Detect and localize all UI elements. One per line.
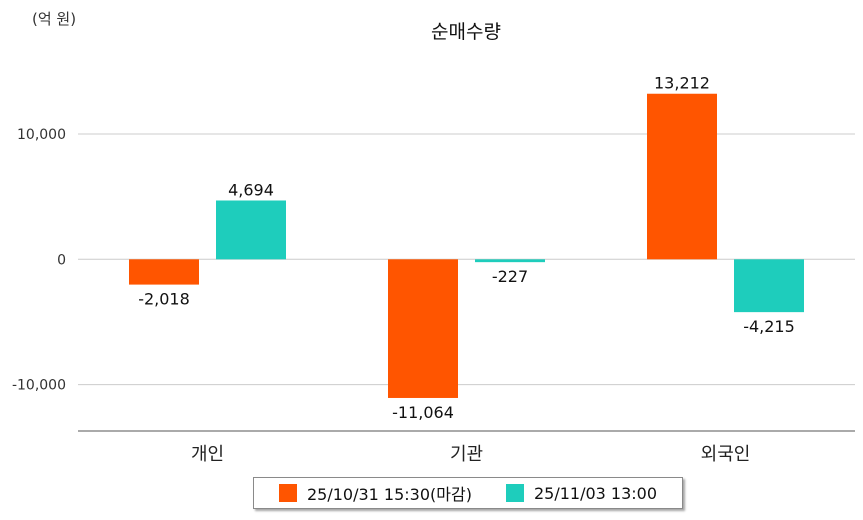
value-label: -4,215 [743,317,795,336]
legend-item-series-1[interactable]: 25/10/31 15:30(마감) [278,481,472,505]
value-label: 13,212 [654,74,710,93]
y-axis-ticks: 10,000 0 -10,000 [12,127,66,394]
unit-label: (억 원) [32,10,76,28]
x-axis-categories: 개인 기관 외국인 [191,444,750,465]
bar-2-2[interactable] [475,259,545,263]
bar-1-1[interactable] [129,259,199,285]
x-category-label: 기관 [450,444,483,465]
value-label: -2,018 [138,290,190,309]
legend-swatch-series-2 [505,484,524,502]
legend-label-series-2: 25/11/03 13:00 [533,483,658,503]
legend: 25/10/31 15:30(마감) 25/11/03 13:00 [253,477,683,509]
chart-title: 순매수량 [431,21,501,43]
bar-1-2[interactable] [388,259,458,398]
value-label: 4,694 [228,180,274,199]
gridlines [78,133,855,386]
value-label: -227 [492,267,528,286]
legend-label-series-1: 25/10/31 15:30(마감) [306,485,472,504]
x-category-label: 개인 [191,444,224,465]
bars [129,93,804,398]
value-labels: -2,018 4,694 -11,064 -227 13,212 -4,215 [138,74,795,422]
bar-2-1[interactable] [216,200,286,260]
bar-2-3[interactable] [734,259,804,313]
legend-swatch-series-1 [278,484,297,502]
value-label: -11,064 [392,403,454,422]
x-category-label: 외국인 [701,444,751,465]
y-tick-label: 0 [57,252,66,268]
legend-item-series-2[interactable]: 25/11/03 13:00 [505,483,658,503]
y-tick-label: -10,000 [12,378,66,394]
y-tick-label: 10,000 [17,127,66,143]
bar-1-3[interactable] [647,93,717,260]
